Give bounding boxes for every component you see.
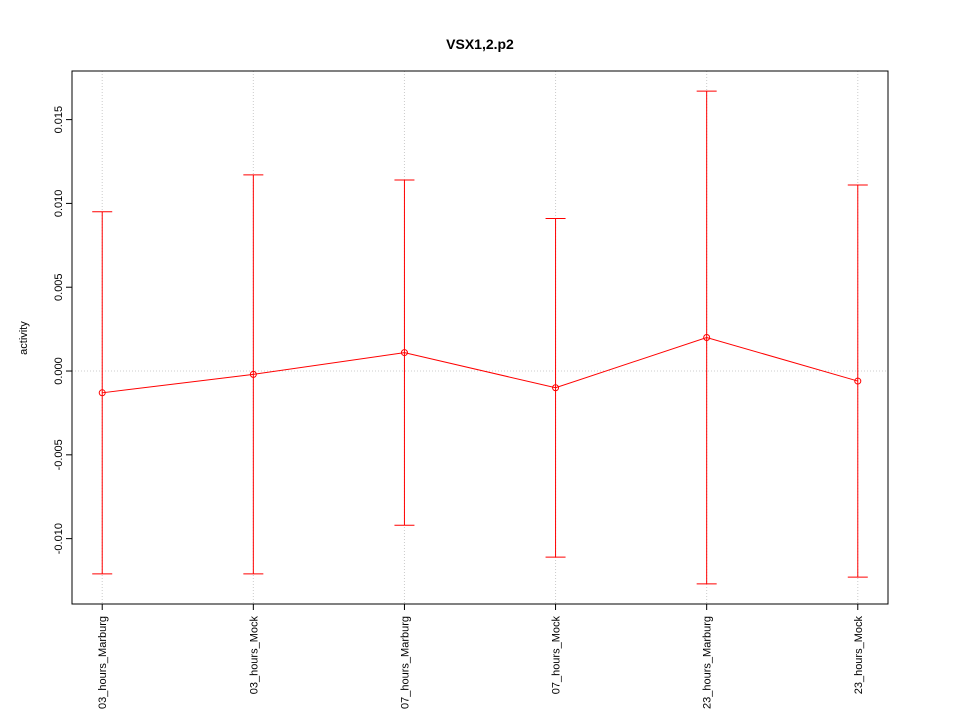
point: [552, 384, 560, 392]
x-tick-label: 07_hours_Mock: [551, 616, 563, 695]
y-tick-label: 0.015: [53, 106, 65, 134]
point: [98, 389, 106, 397]
line: [102, 336, 858, 394]
plot-frame: [71, 70, 889, 605]
error-bar: [92, 211, 113, 575]
point: [703, 334, 711, 341]
y-tick-label: -0.010: [53, 523, 65, 554]
y-axis-label: activity: [18, 321, 30, 355]
point: [400, 349, 408, 357]
chart-title: VSX1,2.p2: [446, 36, 514, 52]
y-tick-label: 0.010: [53, 190, 65, 218]
y-tick-label: 0.000: [53, 357, 65, 385]
x-tick-label: 23_hours_Marburg: [702, 616, 714, 709]
point: [249, 370, 257, 378]
y-tick-label: 0.005: [53, 273, 65, 301]
x-tick-label: 03_hours_Mock: [248, 616, 260, 695]
point: [854, 377, 862, 385]
y-tick-label: -0.005: [53, 439, 65, 470]
x-tick-label: 23_hours_Mock: [853, 616, 865, 695]
x-tick-label: 03_hours_Marburg: [97, 616, 109, 709]
error-bar: [847, 184, 868, 578]
x-tick-label: 07_hours_Marburg: [399, 616, 411, 709]
